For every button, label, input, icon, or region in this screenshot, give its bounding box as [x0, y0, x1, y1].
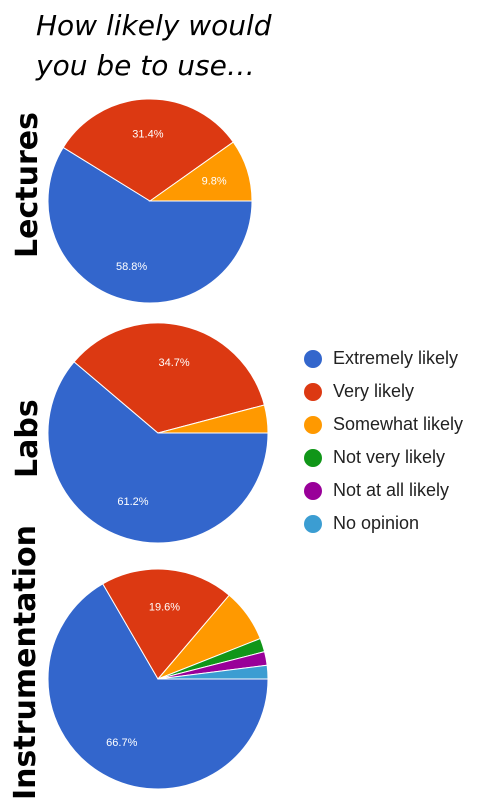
pie-slice-somewhat-likely — [157, 404, 269, 434]
pie-slice-extremely-likely — [47, 361, 269, 544]
legend-item: Extremely likely — [304, 342, 463, 375]
pie-data-label: 9.8% — [202, 176, 227, 188]
legend-swatch — [304, 481, 322, 500]
legend-item: Very likely — [304, 375, 463, 408]
pie-slice-very-likely — [62, 98, 234, 202]
pie-slice-no-opinion — [157, 664, 269, 680]
legend-item: Not at all likely — [304, 474, 463, 507]
pie-slice-very-likely — [73, 322, 265, 434]
legend-swatch — [304, 415, 322, 434]
legend: Extremely likely Very likely Somewhat li… — [304, 342, 463, 540]
legend-item: Not very likely — [304, 441, 463, 474]
legend-item: Somewhat likely — [304, 408, 463, 441]
legend-label: Not at all likely — [333, 480, 450, 500]
legend-label: Very likely — [333, 381, 415, 401]
legend-swatch — [304, 382, 322, 401]
title-line-2: you be to use… — [36, 49, 255, 82]
legend-swatch — [304, 514, 322, 533]
legend-item: No opinion — [304, 507, 463, 540]
pie-slice-very-likely — [102, 568, 230, 680]
legend-label: Somewhat likely — [333, 414, 464, 434]
legend-swatch — [304, 448, 322, 467]
pie-data-label: 19.6% — [149, 602, 180, 614]
pie-data-label: 34.7% — [158, 357, 189, 369]
title-line-1: How likely would — [36, 9, 272, 42]
pie-data-label: 58.8% — [116, 261, 147, 273]
legend-label: Extremely likely — [333, 348, 459, 368]
chart-title: How likely would you be to use… — [36, 6, 366, 86]
pie-data-label: 61.2% — [117, 496, 148, 508]
legend-swatch — [304, 349, 322, 368]
legend-label: No opinion — [333, 513, 420, 533]
legend-label: Not very likely — [333, 447, 446, 467]
pie-data-label: 31.4% — [132, 129, 163, 141]
pie-slice-extremely-likely — [47, 146, 253, 304]
pie-data-label: 66.7% — [106, 737, 137, 749]
pie-slice-somewhat-likely — [148, 141, 253, 202]
pie-slice-extremely-likely — [47, 583, 269, 790]
